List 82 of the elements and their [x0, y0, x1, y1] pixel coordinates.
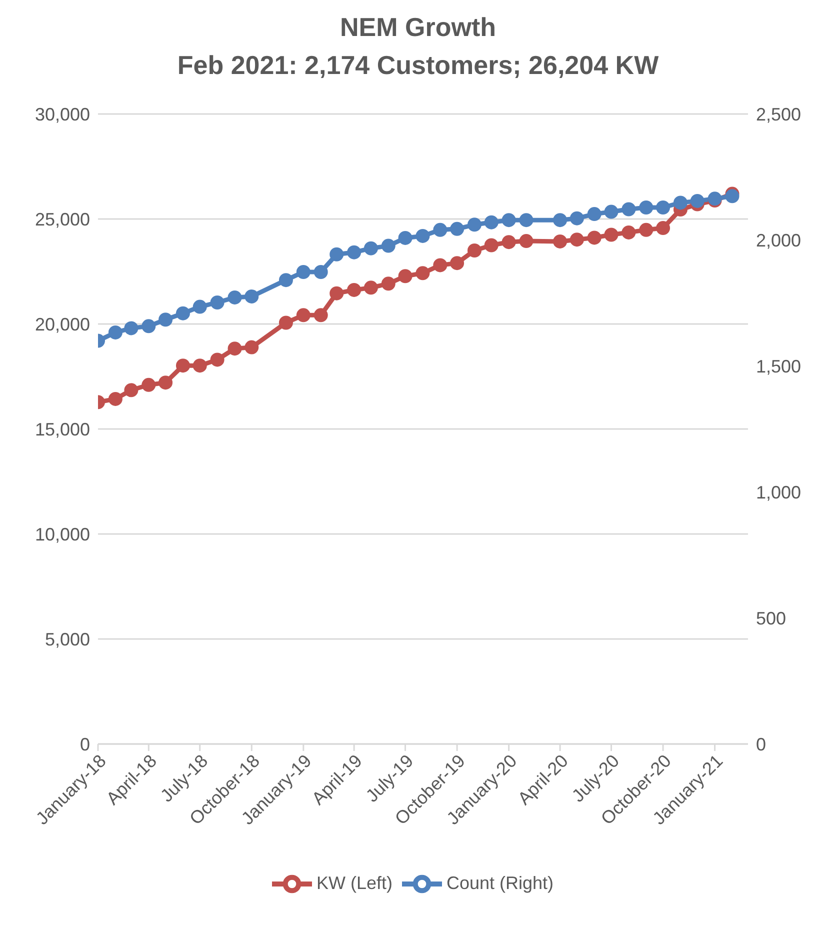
point: [158, 312, 173, 327]
point: [314, 308, 328, 322]
point: [210, 295, 224, 310]
point: [450, 256, 464, 270]
point: [176, 358, 190, 373]
point: [502, 213, 516, 228]
point: [519, 234, 534, 248]
point: [656, 221, 670, 236]
y2-tick-label: 1,000: [756, 482, 802, 502]
point: [570, 232, 584, 247]
legend-label: Count (Right): [446, 872, 554, 893]
point: [124, 383, 138, 398]
point: [604, 204, 618, 219]
point: [347, 245, 362, 260]
chart-title: NEM Growth: [339, 11, 497, 44]
point: [416, 266, 430, 280]
point: [450, 222, 464, 236]
y2-tick-label: 2,500: [756, 104, 802, 124]
point: [330, 286, 344, 300]
point: [158, 376, 173, 390]
point: [176, 306, 190, 320]
point: [467, 218, 482, 232]
y-tick-label: 15,000: [34, 419, 90, 440]
y-tick-label: 30,000: [34, 104, 90, 124]
chart-subtitle: Feb 2021: 2,174 Customers; 26,204 KW: [176, 49, 660, 82]
point: [690, 194, 704, 208]
point: [639, 200, 654, 214]
point: [124, 321, 138, 336]
point: [192, 300, 207, 314]
point: [416, 228, 430, 243]
point: [364, 280, 378, 295]
point: [433, 258, 448, 272]
point: [278, 316, 293, 330]
point: [364, 241, 378, 256]
y2-tick-label: 2,000: [756, 230, 802, 250]
point: [656, 200, 670, 214]
point: [228, 290, 242, 304]
point: [244, 340, 259, 354]
point: [587, 230, 602, 245]
point: [398, 230, 412, 245]
point: [142, 378, 156, 392]
point: [228, 342, 242, 356]
point: [467, 244, 482, 258]
point: [347, 282, 362, 297]
point: [278, 273, 293, 288]
point: [296, 308, 310, 322]
y-tick-label: 10,000: [34, 524, 90, 544]
point: [108, 325, 122, 340]
point: [296, 265, 310, 280]
point: [484, 238, 498, 252]
point: [639, 222, 654, 237]
point: [192, 358, 207, 373]
legend-label: KW (Left): [316, 872, 392, 893]
point: [502, 235, 516, 250]
point: [519, 213, 534, 228]
point: [553, 234, 568, 248]
point: [553, 213, 568, 228]
point: [604, 228, 618, 242]
point: [622, 202, 636, 216]
y-tick-label: 5,000: [44, 629, 90, 650]
y2-tick-label: 0: [756, 734, 766, 754]
y-tick-label: 25,000: [34, 209, 90, 230]
point: [314, 265, 328, 280]
point: [622, 225, 636, 240]
point: [433, 222, 448, 237]
point: [398, 269, 412, 284]
point: [330, 247, 344, 262]
point: [381, 276, 396, 291]
point: [725, 189, 740, 204]
y2-tick-label: 1,500: [756, 356, 802, 376]
y-tick-label: 0: [80, 734, 90, 754]
point: [673, 196, 688, 210]
point: [587, 207, 602, 222]
point: [108, 392, 122, 406]
y2-tick-label: 500: [756, 608, 786, 628]
point: [142, 319, 156, 334]
point: [210, 352, 224, 367]
point: [244, 289, 259, 304]
y-tick-label: 20,000: [34, 314, 90, 334]
point: [484, 215, 498, 230]
point: [381, 238, 396, 253]
point: [570, 211, 584, 226]
